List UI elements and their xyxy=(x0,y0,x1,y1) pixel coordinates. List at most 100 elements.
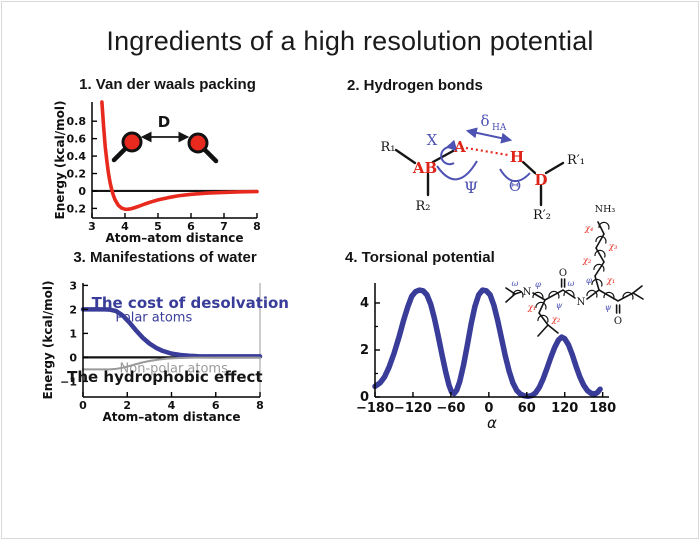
phi1-label: φ xyxy=(535,280,541,290)
phi2-label: φ xyxy=(586,276,592,286)
chart-torsion: −180 −120 −60 0 60 120 180 0 2 4 α xyxy=(356,283,616,432)
svg-text:Atom–atom distance: Atom–atom distance xyxy=(105,231,243,245)
molecule-loops xyxy=(512,221,634,323)
r1-label: R₁ xyxy=(381,140,396,155)
leucine-sidechain xyxy=(537,299,550,337)
slide-title: Ingredients of a high resolution potenti… xyxy=(106,26,594,56)
molecule-bonds xyxy=(505,221,644,337)
d-donor-label: D xyxy=(534,171,547,189)
svg-text:120: 120 xyxy=(551,401,578,416)
psi-angle-arc xyxy=(436,160,478,181)
omega2-label: ω xyxy=(568,279,575,289)
atom-left xyxy=(121,131,143,153)
svg-text:Non-polar atoms: Non-polar atoms xyxy=(120,361,229,376)
svg-text:0.6: 0.6 xyxy=(67,133,87,146)
chi4b-label: χ₄ xyxy=(584,224,594,234)
panel1-heading: 1. Van der waals packing xyxy=(79,76,256,93)
svg-text:0: 0 xyxy=(78,185,86,198)
atom-right xyxy=(187,132,209,154)
svg-text:7: 7 xyxy=(220,220,228,233)
r2-label: R₂ xyxy=(416,199,431,214)
atom-pair-illustration: D xyxy=(111,113,219,164)
svg-text:3: 3 xyxy=(69,279,77,292)
panel3-heading: 3. Manifestations of water xyxy=(73,249,257,266)
svg-text:Energy (kcal/mol): Energy (kcal/mol) xyxy=(41,281,55,400)
chi1b-label: χ₁ xyxy=(606,276,616,286)
svg-text:−1: −1 xyxy=(60,375,77,388)
x-torsion-label: X xyxy=(427,131,438,149)
svg-text:α: α xyxy=(487,414,497,432)
backbone-n2-to-end xyxy=(586,289,644,302)
atom-stick-left xyxy=(111,145,129,163)
bond-r1-ab xyxy=(394,148,417,165)
psi1-label: ψ xyxy=(556,301,563,311)
bond-d-rp1 xyxy=(544,161,565,175)
svg-text:4: 4 xyxy=(121,220,129,233)
delta-ha-subscript: HA xyxy=(492,123,507,133)
svg-text:0.8: 0.8 xyxy=(67,115,87,128)
svg-text:6: 6 xyxy=(187,220,195,233)
svg-text:0.4: 0.4 xyxy=(67,150,87,163)
svg-text:−0.2: −0.2 xyxy=(57,202,86,215)
hydrogen-bond-dotted-line xyxy=(465,146,509,157)
hbond-diagram: R₁ R₂ AB A H D R′₁ R′₂ X Ψ Θ δ HA xyxy=(381,112,585,223)
rp1-label: R′₁ xyxy=(567,153,585,168)
chi2a-label: χ₂ xyxy=(551,315,561,325)
a-acceptor-label: A xyxy=(453,138,466,156)
torsion-molecule-diagram: NH₃ N N O O ω φ ψ ω φ ψ χ₁ χ₂ χ₁ χ₂ χ₃ χ… xyxy=(505,204,644,337)
svg-text:The hydrophobic effect: The hydrophobic effect xyxy=(67,368,262,386)
h-hydrogen-label: H xyxy=(510,148,524,166)
theta-angle-label: Θ xyxy=(509,177,521,195)
svg-text:180: 180 xyxy=(589,401,616,416)
psi-angle-label: Ψ xyxy=(464,178,478,197)
svg-text:5: 5 xyxy=(154,220,162,233)
delta-ha-label: δ xyxy=(480,112,489,130)
bond-h-d xyxy=(521,160,537,175)
svg-text:8: 8 xyxy=(253,220,261,233)
o2-label: O xyxy=(614,316,622,327)
svg-text:0: 0 xyxy=(79,399,87,412)
svg-text:−60: −60 xyxy=(436,401,465,416)
backbone-n1-to-n2 xyxy=(532,289,576,301)
panel2-heading: 2. Hydrogen bonds xyxy=(347,77,483,94)
svg-text:60: 60 xyxy=(518,401,536,416)
bond-ab-a xyxy=(431,149,455,164)
svg-text:0: 0 xyxy=(360,390,369,405)
svg-text:2: 2 xyxy=(360,343,369,358)
svg-text:3: 3 xyxy=(88,220,96,233)
atom-stick-right xyxy=(201,146,219,164)
chi3b-label: χ₃ xyxy=(608,242,618,252)
backbone-left-fork2 xyxy=(505,293,516,303)
svg-text:4: 4 xyxy=(168,399,176,412)
svg-text:−120: −120 xyxy=(394,401,432,416)
x-rotation-arrow xyxy=(440,139,458,166)
delta-ha-arrow xyxy=(465,127,513,144)
n1-label: N xyxy=(523,287,532,298)
n2-label: N xyxy=(577,297,586,308)
theta-angle-arc xyxy=(499,168,531,182)
leucine-sidechain-branch xyxy=(547,324,559,334)
svg-text:6: 6 xyxy=(212,399,220,412)
chi2b-label: χ₂ xyxy=(582,256,592,266)
backbone-right-fork xyxy=(632,285,643,294)
svg-text:8: 8 xyxy=(256,399,264,412)
svg-text:2: 2 xyxy=(69,303,77,316)
ab-acceptor-base-label: AB xyxy=(412,159,437,177)
omega1-label: ω xyxy=(512,279,519,289)
svg-text:1: 1 xyxy=(69,327,77,340)
svg-text:Energy (kcal/mol): Energy (kcal/mol) xyxy=(53,101,67,220)
svg-text:0.2: 0.2 xyxy=(67,168,87,181)
svg-text:Atom–atom distance: Atom–atom distance xyxy=(102,410,240,424)
svg-text:Polar atoms: Polar atoms xyxy=(115,310,192,325)
svg-text:2: 2 xyxy=(123,399,131,412)
chart-vdw: 3 4 5 6 7 8 0.8 0.6 0.4 0.2 0 −0.2 Atom–atom distanc… xyxy=(53,100,261,245)
rp2-label: R′₂ xyxy=(533,208,551,223)
distance-label: D xyxy=(158,113,170,131)
chi1a-label: χ₁ xyxy=(527,303,537,313)
svg-text:4: 4 xyxy=(360,296,369,311)
panel4-heading: 4. Torsional potential xyxy=(345,249,495,266)
svg-text:0: 0 xyxy=(69,351,77,364)
lysine-sidechain xyxy=(594,221,605,291)
